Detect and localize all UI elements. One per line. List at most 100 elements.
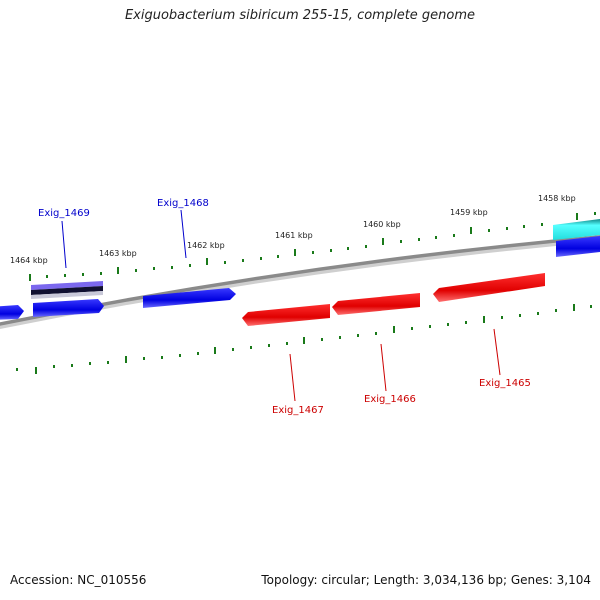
tick <box>303 337 305 344</box>
tick <box>294 249 296 256</box>
tick <box>286 342 288 345</box>
tick <box>429 325 431 328</box>
tick <box>382 238 384 245</box>
exig-1466-leader <box>380 343 387 392</box>
tick <box>224 261 226 264</box>
tick <box>573 304 575 311</box>
tick <box>107 361 109 364</box>
tick <box>418 238 420 241</box>
outer-tick-track <box>29 212 596 281</box>
exig-1465-leader <box>493 328 501 376</box>
genome-title: Exiguobacterium sibiricum 255-15, comple… <box>124 8 476 23</box>
tick <box>125 356 127 363</box>
tick <box>268 344 270 347</box>
exig-1469-leader <box>61 220 67 269</box>
exig-1469-feature-band-shadow[interactable] <box>31 291 103 299</box>
exig-1466-arrow[interactable] <box>332 293 420 315</box>
edge-feature-cyan[interactable] <box>553 219 600 240</box>
forward-features <box>0 219 600 320</box>
tick <box>488 229 490 232</box>
tick <box>506 227 508 230</box>
tick <box>594 212 596 215</box>
exig-1467-arrow[interactable] <box>242 304 330 326</box>
tick <box>393 326 395 333</box>
tick <box>189 264 191 267</box>
tick <box>465 321 467 324</box>
tick <box>197 352 199 355</box>
tick <box>453 234 455 237</box>
exig-1467-leader <box>289 353 296 402</box>
tick <box>242 259 244 262</box>
tick <box>143 357 145 360</box>
inner-tick-track <box>16 304 592 374</box>
tick <box>71 364 73 367</box>
tick <box>153 267 155 270</box>
tick <box>483 316 485 323</box>
tick <box>161 356 163 359</box>
tick <box>400 240 402 243</box>
tick <box>29 274 31 281</box>
exig-1465-label[interactable]: Exig_1465 <box>479 378 531 389</box>
exig-1468-label[interactable]: Exig_1468 <box>157 198 209 209</box>
tick <box>590 305 592 308</box>
tick <box>470 227 472 234</box>
tick <box>250 346 252 349</box>
exig-1469-feature-band[interactable] <box>31 281 103 290</box>
exig-1466-label[interactable]: Exig_1466 <box>364 394 416 405</box>
reverse-features <box>242 273 545 326</box>
tick <box>541 223 543 226</box>
scale-label-1462: 1462 kbp <box>187 241 225 250</box>
exig-1468-arrow[interactable] <box>143 288 236 308</box>
exig-1469-feature-band-dark[interactable] <box>31 286 103 295</box>
tick <box>82 273 84 276</box>
tick <box>100 272 102 275</box>
tick <box>171 266 173 269</box>
tick <box>206 258 208 265</box>
tick <box>435 236 437 239</box>
tick <box>411 327 413 330</box>
tick <box>330 249 332 252</box>
tick <box>214 347 216 354</box>
exig-1469-arrow[interactable] <box>33 299 104 317</box>
accession-text: Accession: NC_010556 <box>10 573 147 587</box>
exig-1465-arrow[interactable] <box>433 273 545 302</box>
exig-1468-leader <box>180 209 187 259</box>
scale-label-1460: 1460 kbp <box>363 220 401 229</box>
tick <box>501 316 503 319</box>
tick <box>555 309 557 312</box>
tick <box>16 368 18 371</box>
scale-label-1461: 1461 kbp <box>275 231 313 240</box>
scale-label-1464: 1464 kbp <box>10 256 48 265</box>
tick <box>53 365 55 368</box>
tick <box>537 312 539 315</box>
tick <box>117 267 119 274</box>
edge-gene-arrow-forward[interactable] <box>556 236 600 257</box>
tick <box>277 255 279 258</box>
exig-1467-label[interactable]: Exig_1467 <box>272 405 324 416</box>
tick <box>519 314 521 317</box>
tick <box>232 348 234 351</box>
gene-arrow-forward[interactable] <box>0 305 24 320</box>
tick <box>260 257 262 260</box>
exig-1469-label[interactable]: Exig_1469 <box>38 208 90 219</box>
tick <box>576 213 578 220</box>
tick <box>447 323 449 326</box>
tick <box>347 247 349 250</box>
tick <box>46 275 48 278</box>
scale-label-1458: 1458 kbp <box>538 194 576 203</box>
tick <box>64 274 66 277</box>
scale-label-1459: 1459 kbp <box>450 208 488 217</box>
scale-label-1463: 1463 kbp <box>99 249 137 258</box>
tick <box>321 338 323 341</box>
genome-summary-text: Topology: circular; Length: 3,034,136 bp… <box>261 573 591 587</box>
tick <box>179 354 181 357</box>
tick <box>35 367 37 374</box>
tick <box>365 245 367 248</box>
tick <box>135 269 137 272</box>
tick <box>523 225 525 228</box>
tick <box>375 332 377 335</box>
tick <box>357 334 359 337</box>
tick <box>312 251 314 254</box>
tick <box>89 362 91 365</box>
